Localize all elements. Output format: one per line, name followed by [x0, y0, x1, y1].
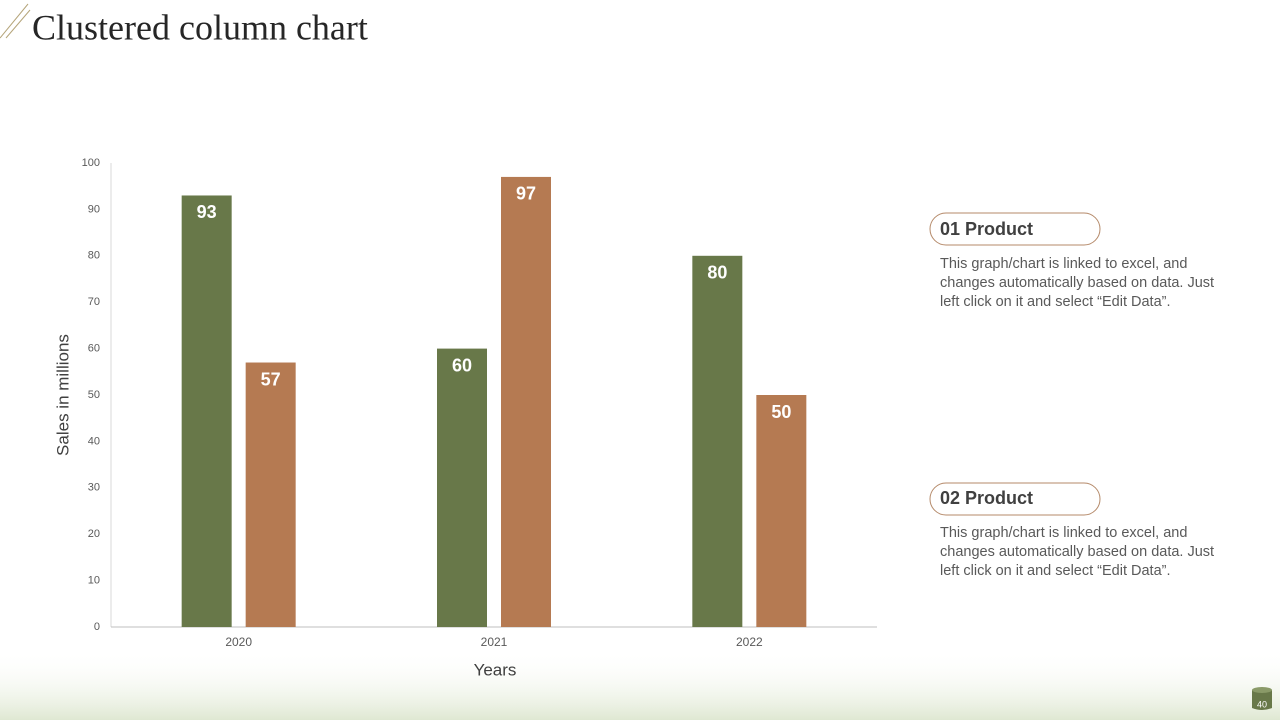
bar — [245, 362, 296, 627]
bar — [181, 195, 232, 628]
y-tick-label: 100 — [82, 157, 100, 169]
bar — [501, 176, 551, 628]
y-tick-label: 0 — [94, 621, 100, 633]
y-tick-label: 80 — [88, 250, 100, 262]
panel-pill — [929, 212, 1101, 246]
page-badge-top — [1252, 687, 1272, 693]
y-tick-label: 70 — [88, 296, 100, 308]
y-axis-label: Sales in millions — [53, 334, 72, 456]
data-label: 80 — [707, 263, 727, 283]
y-tick-label: 20 — [88, 528, 100, 540]
page-badge — [1252, 690, 1272, 710]
data-label: 57 — [261, 369, 281, 389]
panel-title: 01 Product — [940, 219, 1033, 239]
page-number: 40 — [1257, 699, 1267, 709]
data-label: 93 — [197, 202, 217, 222]
x-tick-label: 2020 — [225, 635, 252, 649]
grass-background — [0, 650, 1280, 720]
panel-title: 02 Product — [940, 488, 1033, 508]
bar — [437, 348, 487, 627]
x-tick-label: 2022 — [736, 635, 763, 649]
bar — [692, 255, 743, 628]
data-label: 60 — [452, 355, 472, 375]
slide-title: Clustered column chart — [32, 7, 368, 47]
y-tick-label: 10 — [88, 575, 100, 587]
panel-description: This graph/chart is linked to excel, and… — [940, 256, 1215, 310]
data-label: 50 — [771, 402, 791, 422]
y-tick-label: 50 — [88, 389, 100, 401]
y-tick-label: 90 — [88, 203, 100, 215]
x-axis-label: Years — [474, 660, 517, 679]
decor-line — [0, 3, 29, 39]
data-label: 97 — [516, 184, 536, 204]
panel-description: This graph/chart is linked to excel, and… — [940, 525, 1215, 579]
y-tick-label: 30 — [88, 482, 100, 494]
y-tick-label: 60 — [88, 343, 100, 355]
x-tick-label: 2021 — [481, 635, 508, 649]
y-tick-label: 40 — [88, 435, 100, 447]
panel-pill — [929, 482, 1101, 516]
decor-line — [5, 9, 31, 39]
bar — [756, 395, 807, 627]
